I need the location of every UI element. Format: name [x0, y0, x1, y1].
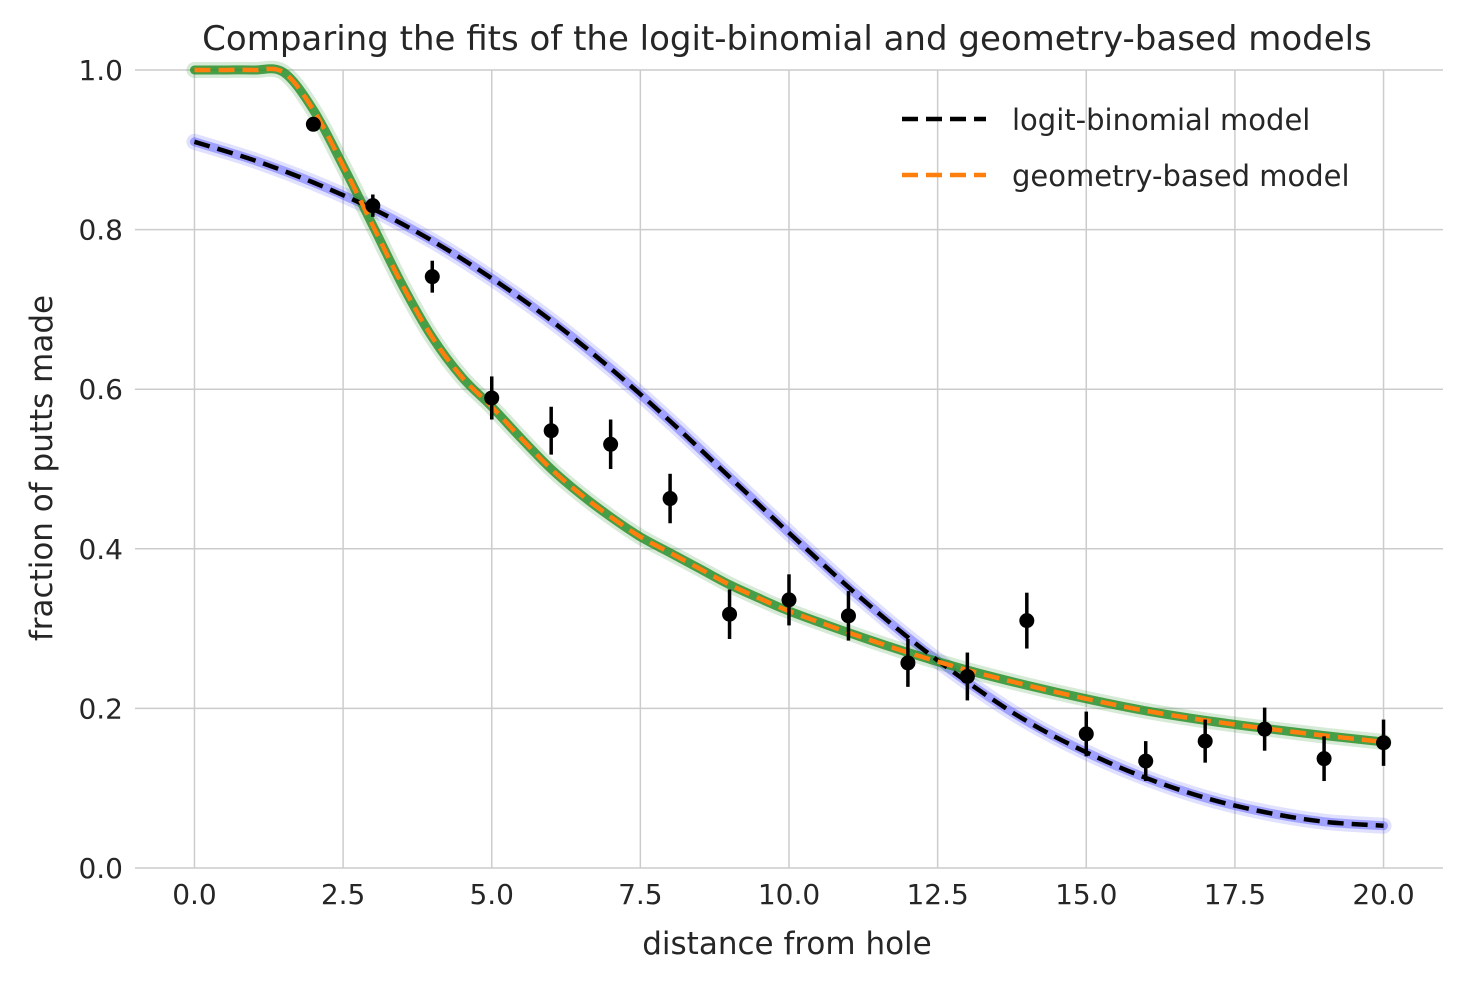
data-point: [365, 198, 381, 214]
x-tick-label: 2.5: [321, 878, 366, 911]
tick-layer: 0.0 2.5 5.0 7.5 10.0 12.5 15.0 17.5 20.0 0.0 0.2 0.…: [78, 54, 1414, 911]
series-line-logit: [193, 139, 1384, 828]
data-point: [1257, 721, 1273, 737]
data-point: [1197, 733, 1213, 749]
data-point: [781, 592, 797, 608]
y-tick-label: 1.0: [78, 54, 123, 87]
data-point: [1138, 753, 1154, 769]
data-point: [1078, 726, 1094, 742]
data-point: [840, 608, 856, 624]
x-axis-label: distance from hole: [642, 926, 932, 962]
data-point: [305, 116, 321, 132]
data-point: [900, 655, 916, 671]
series-line-geometry: [194, 66, 1384, 745]
chart-title: Comparing the fits of the logit-binomial…: [202, 19, 1372, 59]
grid-layer: [135, 69, 1443, 869]
line-layer: [193, 66, 1384, 828]
data-point: [603, 436, 619, 452]
legend-label-logit: logit-binomial model: [1012, 103, 1310, 137]
data-point: [424, 269, 440, 285]
y-tick-label: 0.4: [78, 533, 123, 566]
data-point: [1316, 751, 1332, 767]
data-point: [959, 668, 975, 684]
y-tick-label: 0.2: [78, 692, 123, 725]
x-tick-label: 17.5: [1204, 878, 1266, 911]
y-tick-label: 0.6: [78, 373, 123, 406]
data-point: [1376, 735, 1392, 751]
legend-label-geometry: geometry-based model: [1012, 159, 1350, 193]
y-tick-label: 0.8: [78, 214, 123, 247]
data-point: [662, 491, 678, 507]
x-tick-label: 12.5: [906, 878, 968, 911]
x-tick-label: 15.0: [1055, 878, 1117, 911]
legend: logit-binomial model geometry-based mode…: [902, 103, 1350, 193]
data-point: [543, 423, 559, 439]
point-layer: [305, 116, 1392, 782]
x-tick-label: 7.5: [618, 878, 663, 911]
x-tick-label: 20.0: [1352, 878, 1414, 911]
data-point: [484, 390, 500, 406]
x-tick-label: 0.0: [172, 878, 217, 911]
y-axis-label: fraction of putts made: [24, 295, 60, 641]
x-tick-label: 5.0: [469, 878, 514, 911]
x-tick-label: 10.0: [758, 878, 820, 911]
data-point: [1019, 613, 1035, 629]
data-point: [722, 606, 738, 622]
y-tick-label: 0.0: [78, 852, 123, 885]
